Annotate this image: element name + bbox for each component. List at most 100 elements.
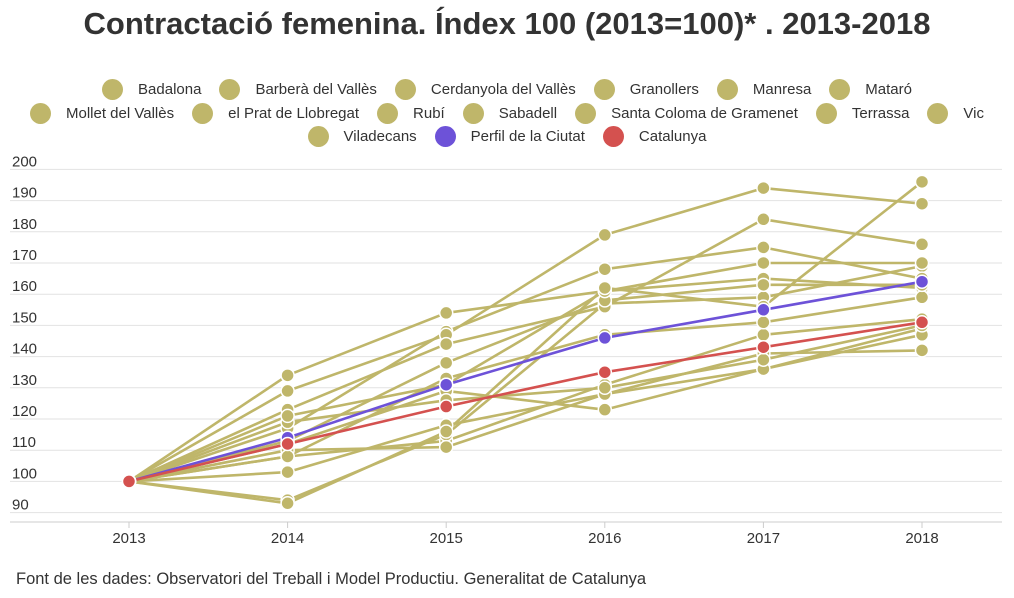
data-point-viladecans[interactable] (597, 280, 613, 296)
legend-item-mollet-del-valles[interactable]: Mollet del Vallès (30, 102, 175, 124)
series-line-granollers[interactable] (128, 246, 923, 483)
legend-label: Mataró (865, 81, 912, 99)
data-point-terrassa[interactable] (438, 355, 454, 371)
data-point-santa-coloma-de-gramenet[interactable] (597, 380, 613, 396)
series-line-barbera-del-valles[interactable] (128, 277, 923, 483)
legend-label: Perfil de la Ciutat (470, 128, 585, 146)
legend-item-catalunya[interactable]: Catalunya (602, 126, 706, 148)
legend-item-sabadell[interactable]: Sabadell (462, 102, 558, 124)
data-point-perfil-de-la-ciutat[interactable] (756, 302, 771, 318)
data-point-catalunya[interactable] (914, 315, 930, 330)
data-point-mataro[interactable] (597, 402, 613, 417)
data-point-viladecans[interactable] (280, 496, 295, 511)
series-line-terrassa[interactable] (128, 283, 922, 483)
legend-label: Granollers (629, 81, 699, 99)
legend-item-el-prat-de-llobregat[interactable]: el Prat de Llobregat (192, 102, 360, 124)
legend-label: Sabadell (498, 104, 558, 122)
data-point-viladecans[interactable] (914, 174, 930, 190)
legend-item-perfil-de-la-ciutat[interactable]: Perfil de la Ciutat (434, 126, 585, 148)
data-point-granollers[interactable] (597, 261, 613, 277)
legend-marker (593, 79, 615, 101)
data-point-vic[interactable] (914, 255, 930, 271)
series-line-sabadell[interactable] (128, 296, 923, 483)
series-line-mollet-del-valles[interactable] (128, 218, 923, 483)
legend-marker (394, 79, 416, 101)
series-line-viladecans[interactable] (128, 180, 923, 505)
data-point-sabadell[interactable] (914, 290, 930, 305)
data-point-manresa[interactable] (914, 196, 930, 211)
data-point-perfil-de-la-ciutat[interactable] (438, 377, 454, 392)
data-point-catalunya[interactable] (121, 474, 137, 489)
x-tick-label: 2017 (747, 530, 780, 547)
legend-item-rubi[interactable]: Rubí (377, 102, 445, 124)
x-tick-label: 2013 (112, 530, 145, 547)
legend-item-badalona[interactable]: Badalona (102, 79, 201, 101)
data-point-perfil-de-la-ciutat[interactable] (914, 274, 930, 289)
data-point-el-prat-de-llobregat[interactable] (280, 464, 295, 480)
legend-label: el Prat de Llobregat (228, 104, 360, 122)
x-tick-label: 2014 (271, 530, 304, 547)
data-point-catalunya[interactable] (280, 436, 295, 452)
legend-item-manresa[interactable]: Manresa (716, 79, 811, 101)
legend-item-granollers[interactable]: Granollers (593, 79, 699, 101)
x-tick-label: 2015 (430, 530, 463, 547)
data-point-perfil-de-la-ciutat[interactable] (597, 330, 613, 346)
legend-item-terrassa[interactable]: Terrassa (815, 102, 909, 124)
series-line-perfil-de-la-ciutat[interactable] (128, 280, 923, 483)
data-point-granollers[interactable] (756, 240, 771, 255)
legend-marker (716, 79, 738, 101)
data-point-mollet-del-valles[interactable] (438, 336, 454, 352)
data-point-catalunya[interactable] (756, 339, 771, 355)
legend-marker (30, 102, 51, 124)
series-line-manresa[interactable] (128, 186, 923, 483)
legend-marker (434, 126, 456, 148)
legend-marker (829, 79, 851, 101)
legend-marker (219, 79, 241, 101)
data-point-manresa[interactable] (280, 383, 295, 399)
y-tick-label: 120 (12, 403, 37, 420)
legend-label: Rubí (413, 104, 445, 122)
data-point-sabadell[interactable] (756, 315, 771, 330)
data-point-catalunya[interactable] (597, 364, 613, 380)
series-line-vic[interactable] (128, 261, 922, 483)
y-tick-label: 90 (12, 497, 29, 514)
legend-marker (575, 102, 597, 124)
y-tick-label: 150 (12, 309, 37, 326)
data-point-barbera-del-valles[interactable] (438, 305, 454, 321)
data-point-rubi[interactable] (438, 439, 454, 455)
legend-item-vic[interactable]: Vic (927, 102, 984, 124)
data-point-terrassa[interactable] (756, 277, 771, 293)
legend-item-santa-coloma-de-gramenet[interactable]: Santa Coloma de Gramenet (575, 102, 798, 124)
data-point-sabadell[interactable] (280, 449, 295, 464)
data-point-santa-coloma-de-gramenet[interactable] (756, 352, 771, 367)
legend-item-barbera-del-valles[interactable]: Barberà del Vallès (219, 79, 377, 101)
legend-item-viladecans[interactable]: Viladecans (307, 126, 417, 148)
legend-item-cerdanyola-del-valles[interactable]: Cerdanyola del Vallès (394, 79, 576, 101)
y-tick-label: 130 (12, 372, 37, 389)
data-point-manresa[interactable] (756, 180, 771, 196)
data-point-vic[interactable] (756, 255, 771, 271)
legend-item-mataro[interactable]: Mataró (829, 79, 912, 101)
legend-label: Mollet del Vallès (66, 104, 175, 122)
data-point-mollet-del-valles[interactable] (756, 212, 771, 227)
legend-label: Cerdanyola del Vallès (430, 81, 576, 99)
legend: Badalona Barberà del Vallès Cerdanyola d… (10, 78, 1004, 149)
series-line-rubi[interactable] (128, 333, 923, 483)
y-tick-label: 190 (12, 185, 37, 202)
data-point-vic[interactable] (280, 408, 295, 424)
legend-row: Mollet del Vallès el Prat de Llobregat R… (10, 102, 1004, 126)
series-points (121, 174, 930, 511)
data-point-viladecans[interactable] (438, 424, 454, 439)
axes: 90 100 110 120 130 140 150 160 170 180 190 200 2013 2… (10, 153, 1002, 547)
series-line-santa-coloma-de-gramenet[interactable] (128, 324, 923, 483)
data-point-catalunya[interactable] (438, 399, 454, 414)
data-point-el-prat-de-llobregat[interactable] (914, 343, 930, 358)
x-tick-label: 2018 (905, 530, 938, 547)
data-point-mollet-del-valles[interactable] (914, 237, 930, 252)
legend-label: Viladecans (343, 128, 417, 146)
data-point-barbera-del-valles[interactable] (280, 368, 295, 383)
data-point-manresa[interactable] (597, 227, 613, 243)
data-point-badalona[interactable] (756, 327, 771, 343)
series-line-cerdanyola-del-valles[interactable] (128, 264, 923, 502)
series-line-catalunya[interactable] (128, 321, 923, 483)
